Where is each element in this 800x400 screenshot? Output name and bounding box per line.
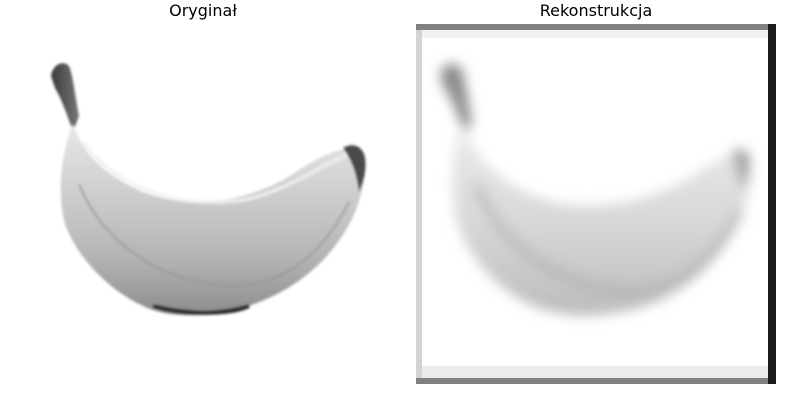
original-banana-picture xyxy=(51,63,366,316)
frame-right-edge xyxy=(768,24,776,384)
original-panel-title: Oryginał xyxy=(169,1,237,20)
reconstruction-image xyxy=(416,24,776,384)
frame-bottom-edge xyxy=(416,378,776,384)
reconstruction-panel-title: Rekonstrukcja xyxy=(539,1,653,20)
reconstruction-banana-picture xyxy=(416,24,776,384)
original-image xyxy=(23,24,383,384)
banana-shape-blurred xyxy=(440,63,751,316)
frame-left-edge xyxy=(416,30,422,378)
frame-top-edge xyxy=(416,24,776,30)
banana-shape xyxy=(51,63,366,316)
